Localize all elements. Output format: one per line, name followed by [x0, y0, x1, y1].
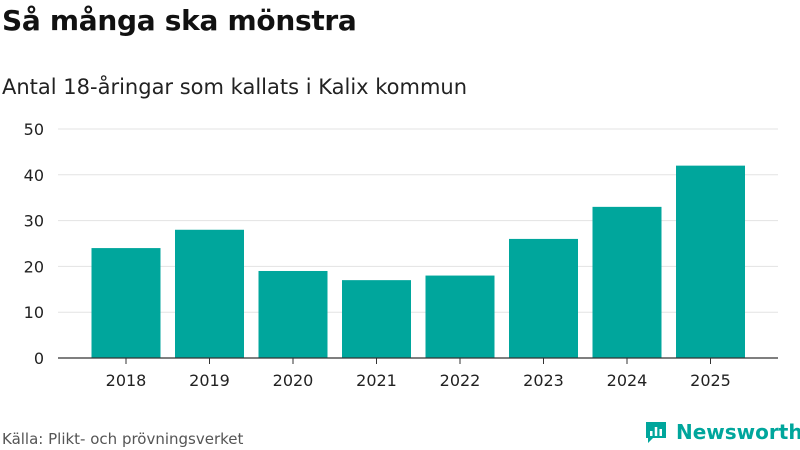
brand-name: Newsworthy: [676, 420, 800, 444]
bar-2018: [91, 248, 161, 358]
source-note: Källa: Plikt- och prövningsverket: [2, 430, 244, 448]
bar-2021: [342, 280, 411, 358]
y-tick-label: 50: [24, 120, 44, 139]
x-tick-label: 2025: [690, 371, 731, 390]
chart-title: Så många ska mönstra: [2, 4, 357, 37]
y-tick-label: 40: [24, 166, 44, 185]
x-tick-label: 2023: [523, 371, 564, 390]
x-tick-label: 2022: [440, 371, 481, 390]
x-tick-label: 2018: [106, 371, 147, 390]
x-tick-label: 2024: [607, 371, 648, 390]
x-tick-label: 2019: [189, 371, 230, 390]
bar-2025: [676, 165, 745, 358]
bar-2019: [175, 229, 244, 358]
y-tick-label: 0: [34, 349, 44, 368]
newsworthy-logo-icon: [646, 422, 666, 443]
bar-chart: 0 10 20 30 40 50 2018 2019 2020 2021 2022 2023 2024 2…: [24, 120, 778, 390]
x-tick-label: 2020: [273, 371, 314, 390]
bar-2022: [425, 275, 495, 358]
y-tick-label: 10: [24, 303, 44, 322]
bar-2020: [258, 270, 328, 358]
bar-2024: [592, 206, 662, 358]
bar-2023: [509, 238, 578, 358]
brand-logo: Newsworthy: [644, 420, 800, 444]
chart-subtitle: Antal 18-åringar som kallats i Kalix kom…: [2, 75, 468, 99]
y-tick-label: 30: [24, 212, 44, 231]
x-tick-label: 2021: [356, 371, 397, 390]
y-tick-label: 20: [24, 257, 44, 276]
